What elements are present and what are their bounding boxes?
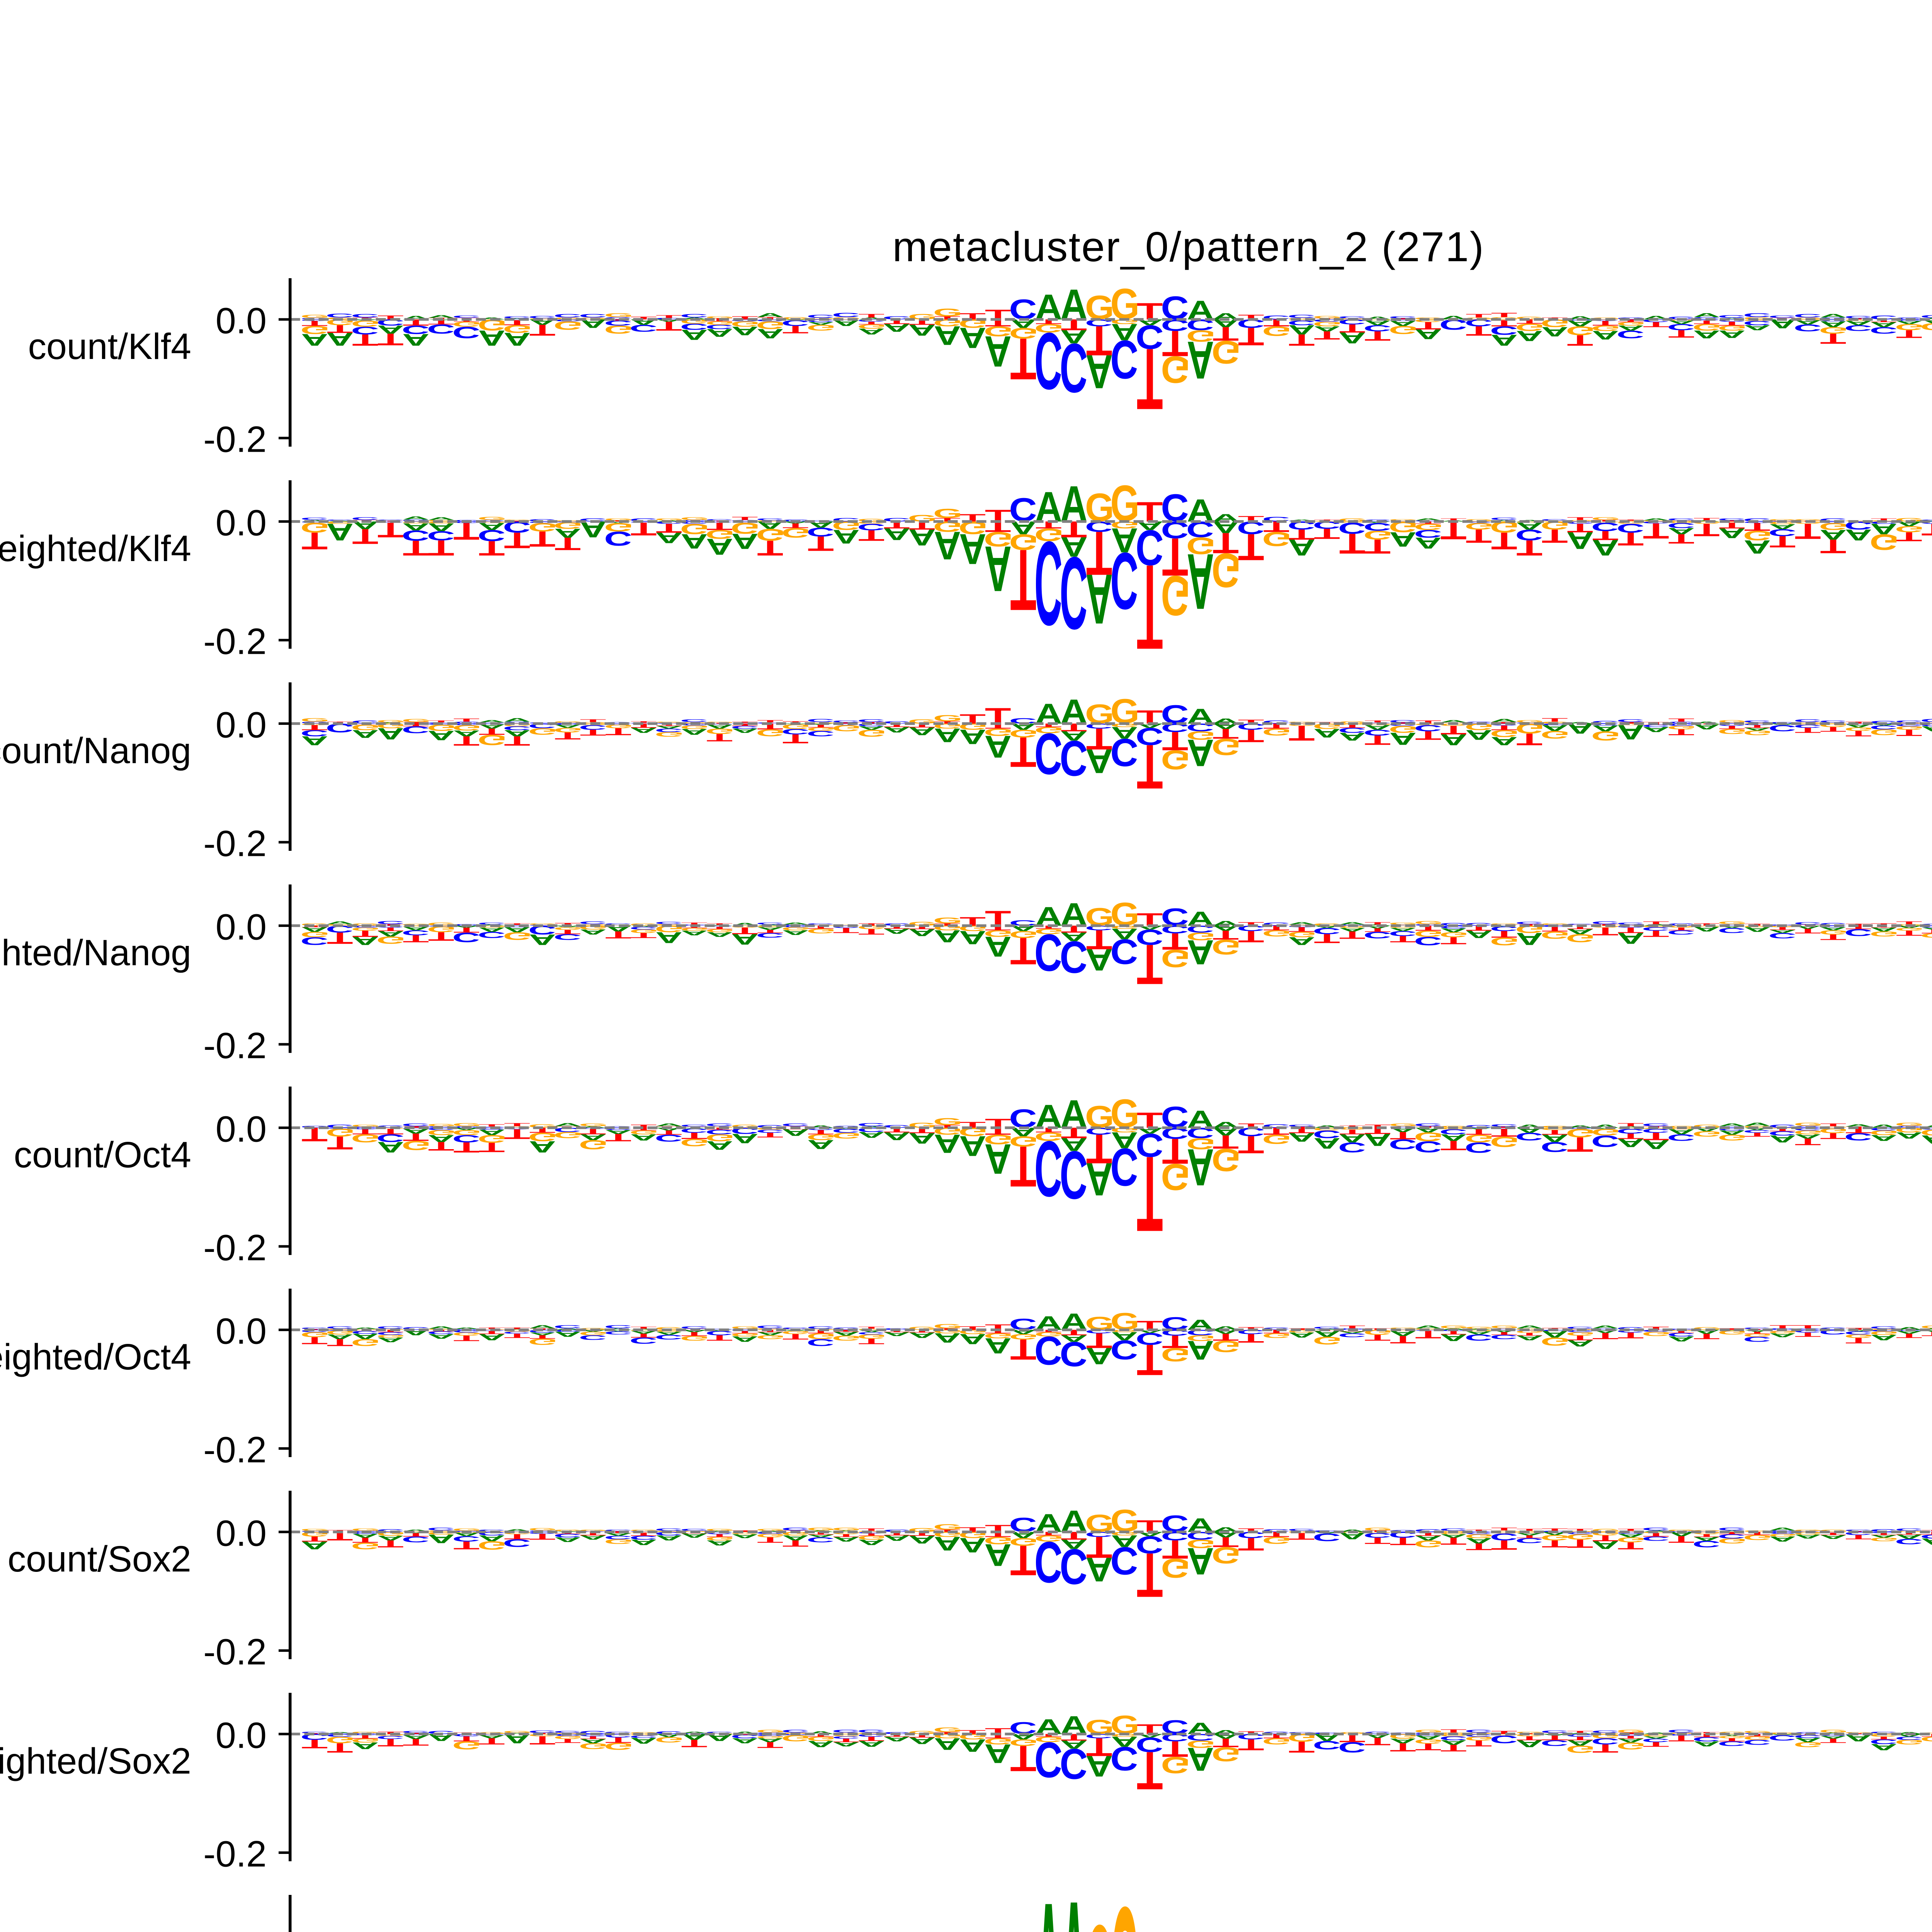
- svg-text:weighted/Klf4: weighted/Klf4: [0, 528, 191, 569]
- svg-text:weighted/Sox2: weighted/Sox2: [0, 1741, 191, 1782]
- svg-text:count/Nanog: count/Nanog: [0, 730, 191, 771]
- svg-text:0.0: 0.0: [216, 1715, 267, 1756]
- svg-text:count/Oct4: count/Oct4: [14, 1134, 191, 1175]
- svg-text:weighted/Oct4: weighted/Oct4: [0, 1337, 191, 1378]
- svg-text:count/Klf4: count/Klf4: [28, 326, 192, 367]
- svg-text:count/Sox2: count/Sox2: [8, 1539, 191, 1580]
- svg-text:-0.2: -0.2: [203, 621, 267, 662]
- svg-text:metacluster_0/pattern_2 (271): metacluster_0/pattern_2 (271): [893, 223, 1485, 270]
- svg-text:-0.2: -0.2: [203, 1632, 267, 1673]
- svg-text:-0.2: -0.2: [203, 1430, 267, 1471]
- svg-text:-0.2: -0.2: [203, 823, 267, 864]
- svg-text:-0.2: -0.2: [203, 1834, 267, 1875]
- svg-text:0.0: 0.0: [216, 907, 267, 948]
- svg-text:weighted/Nanog: weighted/Nanog: [0, 932, 191, 973]
- svg-text:-0.2: -0.2: [203, 419, 267, 460]
- svg-text:0.0: 0.0: [216, 1513, 267, 1554]
- svg-text:-0.2: -0.2: [203, 1026, 267, 1066]
- svg-text:0.0: 0.0: [216, 1311, 267, 1352]
- svg-text:0.0: 0.0: [216, 1109, 267, 1150]
- svg-text:-0.2: -0.2: [203, 1228, 267, 1269]
- svg-text:0.0: 0.0: [216, 503, 267, 544]
- svg-text:0.0: 0.0: [216, 301, 267, 342]
- svg-text:0.0: 0.0: [216, 705, 267, 746]
